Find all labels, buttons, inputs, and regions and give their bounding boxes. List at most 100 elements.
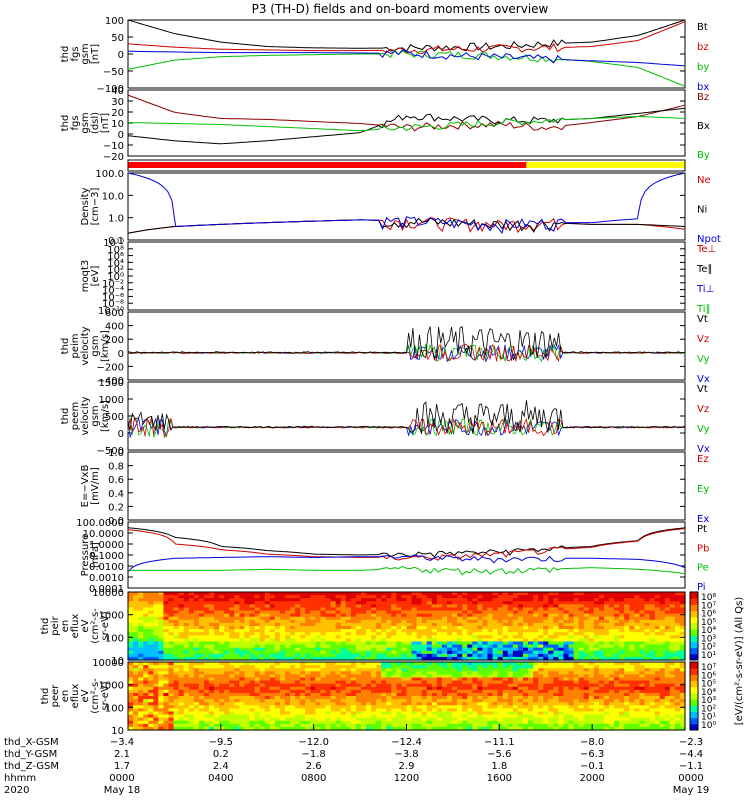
spectrogram-cell [522, 720, 529, 725]
spectrogram-cell [497, 692, 504, 697]
spectrogram-cell [249, 668, 256, 672]
spectrogram-cell [355, 692, 362, 697]
spectrogram-cell [426, 613, 433, 618]
spectrogram-cell [259, 662, 266, 666]
spectrogram-cell [360, 626, 367, 630]
spectrogram-cell [467, 604, 473, 609]
mode-bar-yellow [526, 162, 685, 168]
spectrogram-cell [679, 613, 686, 618]
spectrogram-cell [203, 595, 210, 599]
spectrogram-cell [654, 601, 661, 605]
spectrogram-cell [279, 662, 286, 666]
spectrogram-cell [467, 723, 473, 728]
spectrogram-cell [249, 601, 256, 605]
spectrogram-cell [133, 619, 139, 624]
spectrogram-cell [143, 662, 149, 666]
spectrogram-cell [365, 635, 372, 639]
spectrogram-cell [679, 604, 686, 609]
spectrogram-cell [659, 626, 666, 630]
spectrogram-cell [421, 702, 428, 706]
spectrogram-cell [133, 711, 139, 716]
spectrogram-cell [239, 622, 246, 627]
spectrogram-cell [639, 699, 646, 703]
spectrogram-cell [452, 613, 458, 618]
spectrogram-cell [295, 726, 301, 731]
spectrogram-cell [457, 699, 463, 703]
spectrogram-cell [138, 720, 144, 725]
spectrogram-cell [168, 680, 175, 685]
spectrogram-cell [234, 647, 240, 652]
spectrogram-cell [568, 601, 575, 605]
spectrogram-cell [279, 708, 286, 713]
spectrogram-cell [477, 644, 484, 649]
spectrogram-cell [163, 629, 170, 633]
spectrogram-cell [533, 650, 539, 655]
spectrogram-cell [143, 677, 149, 682]
spectrogram-cell [153, 726, 159, 731]
spectrogram-cell [507, 619, 514, 624]
spectrogram-cell [355, 595, 362, 599]
spectrogram-cell [335, 647, 342, 652]
spectrogram-cell [315, 592, 322, 596]
spectrogram-cell [386, 720, 392, 725]
spectrogram-cell [502, 653, 509, 658]
spectrogram-cell [305, 677, 311, 682]
series-Pt [127, 527, 686, 558]
spectrogram-cell [512, 708, 519, 713]
spectrogram-cell [593, 644, 600, 649]
spectrogram-cell [295, 677, 301, 682]
spectrogram-cell [224, 708, 230, 713]
spectrogram-cell [639, 662, 646, 666]
spectrogram-cell [452, 720, 458, 725]
spectrogram-cell [269, 650, 276, 655]
spectrogram-cell [203, 702, 210, 706]
spectrogram-cell [593, 677, 600, 682]
spectrogram-cell [462, 708, 468, 713]
spectrogram-cell [507, 717, 514, 722]
spectrogram-cell [371, 650, 377, 655]
spectrogram-cell [538, 683, 544, 688]
spectrogram-cell [411, 619, 418, 624]
spectrogram-cell [345, 711, 352, 716]
spectrogram-cell [264, 619, 271, 624]
spectrogram-cell [143, 683, 149, 688]
spectrogram-cell [522, 683, 529, 688]
spectrogram-cell [603, 726, 610, 731]
spectrogram-cell [396, 671, 403, 675]
spectrogram-cell [345, 616, 352, 621]
spectrogram-cell [391, 635, 397, 639]
spectrogram-cell [629, 644, 635, 649]
spectrogram-cell [487, 638, 494, 643]
spectrogram-cell [674, 650, 681, 655]
spectrogram-cell [188, 717, 195, 722]
spectrogram-cell [188, 686, 195, 691]
spectrogram-cell [173, 595, 180, 599]
spectrogram-cell [609, 720, 615, 725]
spectrogram-cell [224, 680, 230, 685]
spectrogram-cell [158, 641, 165, 646]
spectrogram-cell [416, 674, 423, 679]
spectrogram-cell [431, 622, 438, 627]
spectrogram-cell [219, 717, 225, 722]
spectrogram-cell [649, 720, 656, 725]
spectrogram-cell [386, 598, 392, 602]
spectrogram-cell [517, 601, 524, 605]
spectrogram-cell [416, 726, 423, 731]
spectrogram-cell [411, 726, 418, 731]
spectrogram-cell [533, 711, 539, 716]
spectrogram-cell [624, 723, 630, 728]
spectrogram-cell [345, 723, 352, 728]
panel-frame [127, 172, 686, 241]
spectrogram-cell [391, 671, 397, 675]
spectrogram-cell [295, 604, 301, 609]
spectrogram-cell [360, 723, 367, 728]
spectrogram-cell [426, 638, 433, 643]
spectrogram-cell [416, 595, 423, 599]
spectrogram-cell [300, 705, 306, 709]
spectrogram-cell [310, 629, 316, 633]
spectrogram-cell [507, 598, 514, 602]
spectrogram-cell [173, 638, 180, 643]
spectrogram-cell [396, 632, 403, 636]
spectrogram-cell [416, 607, 423, 612]
spectrogram-cell [254, 723, 261, 728]
